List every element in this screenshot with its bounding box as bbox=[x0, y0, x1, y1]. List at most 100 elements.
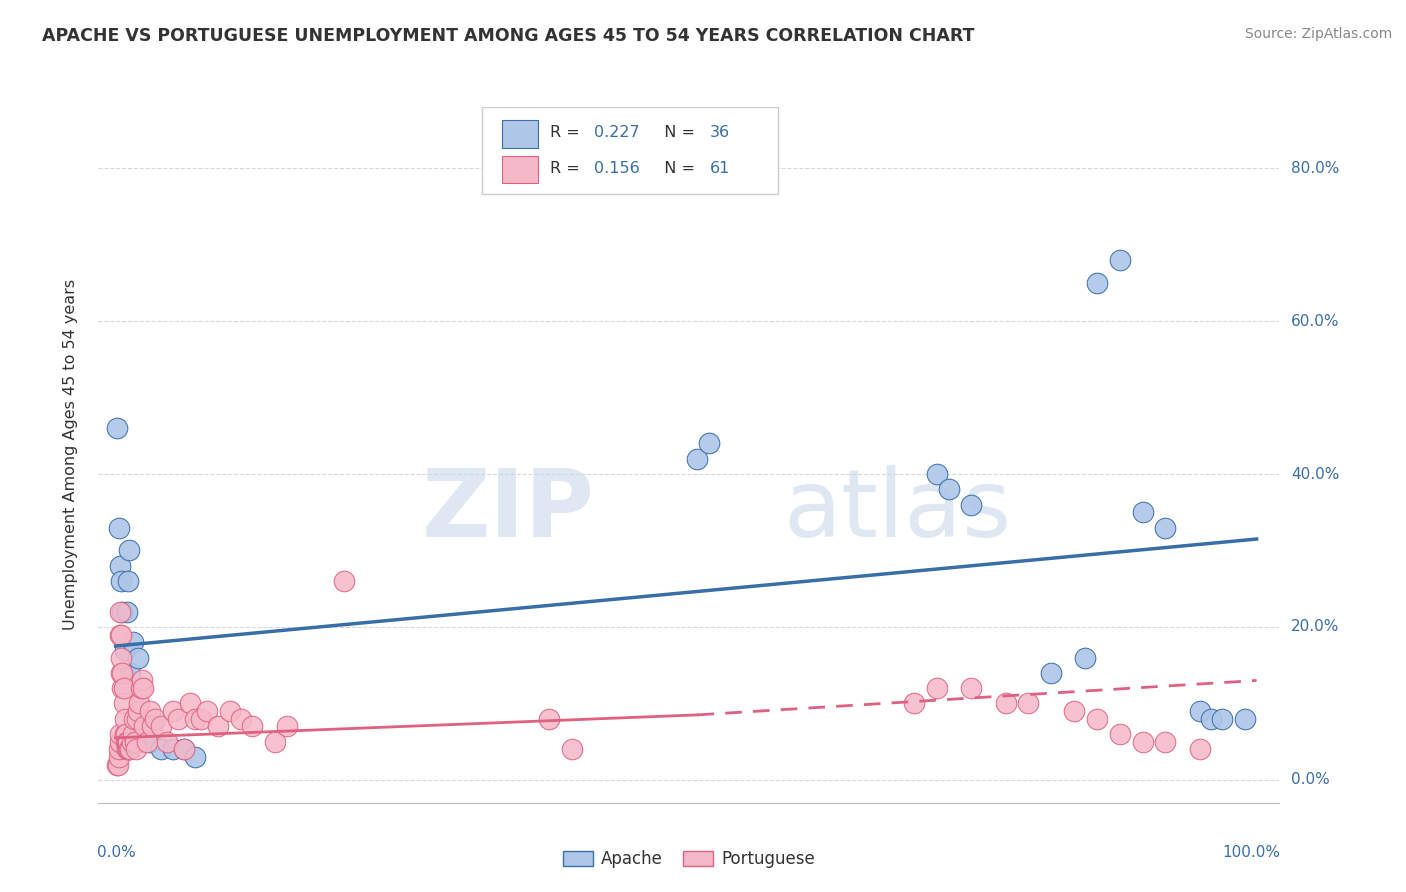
Point bbox=[150, 742, 173, 756]
Point bbox=[1085, 276, 1108, 290]
Point bbox=[118, 543, 141, 558]
Point bbox=[118, 742, 141, 756]
Point bbox=[136, 734, 159, 748]
Text: 0.156: 0.156 bbox=[595, 161, 640, 176]
Text: 0.0%: 0.0% bbox=[1291, 772, 1330, 788]
Point bbox=[112, 742, 135, 756]
Point bbox=[229, 712, 252, 726]
Text: 0.227: 0.227 bbox=[595, 126, 640, 140]
Point bbox=[927, 467, 949, 481]
Point bbox=[218, 704, 240, 718]
Point bbox=[108, 734, 131, 748]
Point bbox=[114, 734, 136, 748]
Point bbox=[139, 704, 162, 718]
Point bbox=[108, 520, 131, 534]
Point bbox=[1085, 712, 1108, 726]
FancyBboxPatch shape bbox=[502, 120, 537, 148]
Point bbox=[115, 734, 138, 748]
Text: atlas: atlas bbox=[783, 465, 1012, 557]
Text: N =: N = bbox=[654, 161, 700, 176]
Point bbox=[117, 742, 139, 756]
FancyBboxPatch shape bbox=[502, 155, 537, 184]
Point bbox=[120, 742, 142, 756]
Point bbox=[1211, 712, 1233, 726]
Point bbox=[111, 605, 134, 619]
Point bbox=[1154, 734, 1177, 748]
Point bbox=[903, 697, 925, 711]
Point bbox=[264, 734, 287, 748]
Point bbox=[108, 742, 131, 756]
Point bbox=[1108, 252, 1130, 267]
Point bbox=[115, 605, 138, 619]
Point bbox=[108, 627, 131, 641]
Point bbox=[128, 697, 150, 711]
Point bbox=[132, 719, 155, 733]
Point bbox=[121, 727, 143, 741]
Point bbox=[179, 697, 201, 711]
Point bbox=[114, 727, 136, 741]
Point bbox=[127, 650, 149, 665]
Point bbox=[129, 681, 152, 695]
Point bbox=[686, 451, 709, 466]
Point bbox=[162, 742, 184, 756]
Point bbox=[184, 712, 207, 726]
Text: 100.0%: 100.0% bbox=[1223, 845, 1281, 860]
Point bbox=[1040, 665, 1063, 680]
Text: 36: 36 bbox=[710, 126, 730, 140]
Point bbox=[117, 734, 139, 748]
Point bbox=[195, 704, 218, 718]
Point bbox=[1132, 505, 1154, 519]
Point bbox=[190, 712, 212, 726]
Point bbox=[1234, 712, 1257, 726]
Point bbox=[167, 712, 190, 726]
Point bbox=[125, 742, 148, 756]
Point bbox=[1199, 712, 1222, 726]
Point bbox=[112, 697, 135, 711]
Text: ZIP: ZIP bbox=[422, 465, 595, 557]
Point bbox=[132, 681, 155, 695]
Point bbox=[127, 704, 149, 718]
Point bbox=[121, 635, 143, 649]
Text: 40.0%: 40.0% bbox=[1291, 467, 1340, 482]
Point bbox=[139, 734, 162, 748]
Point bbox=[1188, 742, 1211, 756]
Point bbox=[156, 734, 179, 748]
Point bbox=[162, 704, 184, 718]
Point bbox=[105, 421, 128, 435]
Point bbox=[107, 757, 129, 772]
Point bbox=[150, 719, 173, 733]
Point bbox=[117, 574, 139, 588]
Point bbox=[112, 681, 135, 695]
Point bbox=[1017, 697, 1039, 711]
Point bbox=[1188, 704, 1211, 718]
Point bbox=[110, 627, 132, 641]
Point bbox=[120, 665, 142, 680]
Point bbox=[1132, 734, 1154, 748]
Point bbox=[184, 750, 207, 764]
Point bbox=[110, 665, 132, 680]
Point bbox=[1063, 704, 1085, 718]
Point bbox=[1154, 520, 1177, 534]
Point bbox=[121, 734, 143, 748]
Text: 61: 61 bbox=[710, 161, 731, 176]
Point bbox=[960, 681, 983, 695]
Point bbox=[173, 742, 195, 756]
Point bbox=[132, 734, 155, 748]
Point bbox=[105, 757, 128, 772]
Y-axis label: Unemployment Among Ages 45 to 54 years: Unemployment Among Ages 45 to 54 years bbox=[63, 279, 77, 631]
Text: 0.0%: 0.0% bbox=[97, 845, 136, 860]
Point bbox=[697, 436, 720, 450]
Point bbox=[128, 712, 150, 726]
Point bbox=[110, 574, 132, 588]
Text: 60.0%: 60.0% bbox=[1291, 314, 1340, 328]
Point bbox=[115, 742, 138, 756]
Point bbox=[332, 574, 354, 588]
Point bbox=[960, 498, 983, 512]
Text: Source: ZipAtlas.com: Source: ZipAtlas.com bbox=[1244, 27, 1392, 41]
Point bbox=[114, 643, 136, 657]
Point bbox=[207, 719, 229, 733]
Point bbox=[111, 681, 134, 695]
Point bbox=[124, 734, 146, 748]
Point bbox=[127, 712, 149, 726]
Point bbox=[173, 742, 195, 756]
